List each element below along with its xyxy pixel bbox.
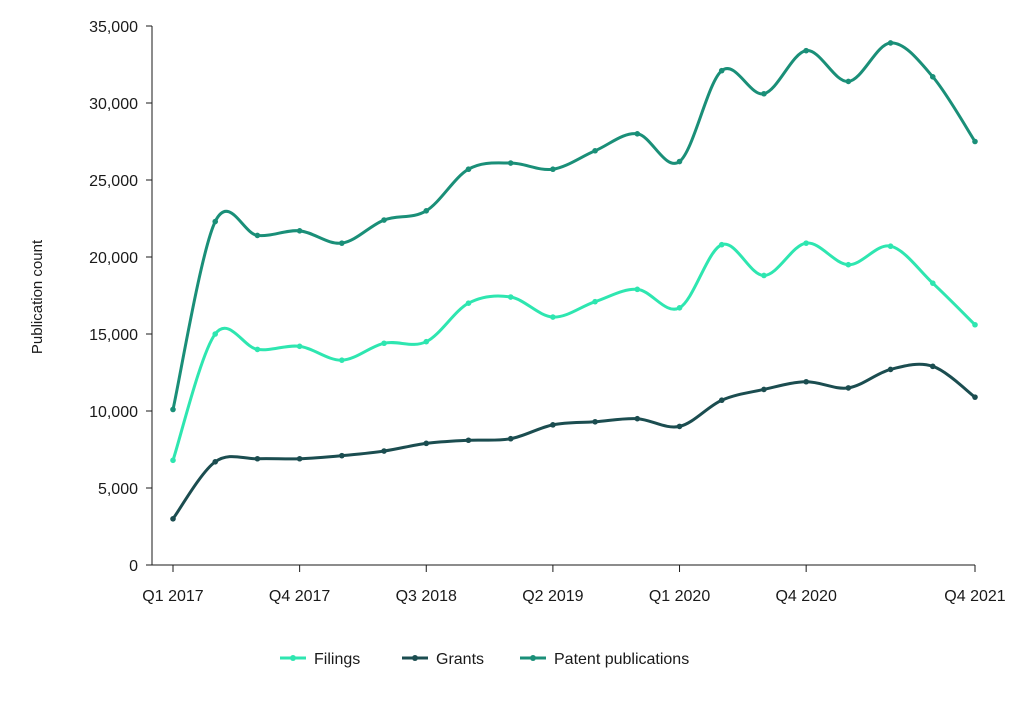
data-point — [296, 343, 303, 350]
data-point — [381, 448, 387, 454]
data-point — [972, 138, 978, 145]
data-point — [761, 90, 767, 97]
legend-label: Grants — [436, 651, 484, 668]
data-point — [550, 314, 556, 320]
data-point — [423, 440, 430, 447]
y-tick-label: 15,000 — [89, 327, 138, 344]
data-point — [634, 131, 641, 137]
data-point — [845, 385, 852, 391]
data-point — [845, 78, 852, 85]
x-tick-label: Q1 2020 — [649, 588, 710, 605]
data-point — [550, 422, 556, 428]
data-point — [423, 338, 430, 345]
data-point — [803, 47, 809, 54]
data-point — [592, 418, 598, 425]
series-line-patent-publications — [171, 41, 977, 411]
data-point — [212, 331, 219, 337]
data-point — [339, 357, 345, 363]
data-point — [761, 272, 767, 279]
x-tick-label: Q2 2019 — [522, 588, 583, 605]
data-point — [170, 516, 176, 522]
data-point — [507, 435, 514, 442]
data-point — [592, 147, 598, 154]
data-point — [465, 437, 472, 444]
series-line-filings — [171, 241, 977, 462]
data-point — [507, 294, 514, 300]
data-point — [929, 74, 936, 80]
legend-item-patent-publications: Patent publications — [520, 651, 689, 668]
legend-item-filings: Filings — [280, 651, 360, 668]
data-point — [803, 240, 809, 246]
series-filings — [170, 240, 978, 464]
data-point — [254, 455, 261, 462]
data-point — [676, 423, 683, 430]
legend: Filings Grants Patent publications — [280, 651, 689, 668]
data-point — [212, 459, 219, 465]
series-lines — [170, 40, 978, 522]
data-point — [803, 378, 809, 385]
legend-marker — [412, 655, 418, 661]
data-point — [170, 457, 176, 464]
data-point — [634, 415, 641, 422]
data-point — [972, 321, 978, 328]
x-tick-label: Q4 2017 — [269, 588, 330, 605]
x-tick-label: Q3 2018 — [396, 588, 457, 605]
x-tick-label: Q1 2017 — [142, 588, 203, 605]
y-tick-label: 10,000 — [89, 404, 138, 421]
x-tick-label: Q4 2020 — [775, 588, 836, 605]
series-grants — [170, 362, 978, 522]
x-axis: Q1 2017 Q4 2017 Q3 2018 Q2 2019 Q1 2020 Q4 20… — [142, 564, 1006, 605]
y-tick-label: 30,000 — [89, 96, 138, 113]
data-point — [929, 363, 936, 370]
data-point — [381, 340, 387, 347]
data-point — [592, 298, 598, 305]
x-tick-label: Q4 2021 — [944, 588, 1005, 605]
series-line-grants — [171, 362, 977, 521]
legend-item-grants: Grants — [402, 651, 484, 668]
data-point — [761, 386, 767, 393]
data-point — [296, 228, 303, 234]
y-tick-label: 25,000 — [89, 173, 138, 190]
data-point — [550, 166, 556, 173]
data-point — [718, 67, 725, 74]
data-point — [296, 455, 303, 462]
data-point — [339, 240, 345, 246]
data-point — [465, 300, 472, 307]
y-axis: 0 5,000 10,000 15,000 20,000 25,000 30,000 35,0… — [89, 19, 153, 575]
legend-label: Patent publications — [554, 651, 689, 668]
y-tick-label: 20,000 — [89, 250, 138, 267]
data-point — [845, 261, 852, 268]
data-point — [887, 40, 894, 46]
data-point — [339, 452, 345, 459]
data-point — [718, 397, 725, 404]
data-point — [170, 406, 176, 413]
data-point — [254, 232, 261, 239]
data-point — [972, 394, 978, 400]
series-patent-publications — [170, 40, 978, 413]
y-tick-label: 5,000 — [98, 481, 138, 498]
data-point — [423, 208, 430, 214]
data-point — [887, 366, 894, 373]
data-point — [212, 218, 219, 225]
y-tick-label: 0 — [129, 558, 138, 575]
data-point — [381, 217, 387, 223]
data-point — [718, 241, 725, 248]
data-point — [254, 346, 261, 353]
data-point — [676, 158, 683, 165]
data-point — [929, 280, 936, 286]
data-point — [507, 160, 514, 166]
legend-label: Filings — [314, 651, 360, 668]
y-tick-label: 35,000 — [89, 19, 138, 36]
legend-marker — [290, 655, 296, 661]
data-point — [676, 305, 683, 311]
y-axis-title: Publication count — [29, 239, 46, 354]
data-point — [465, 166, 472, 173]
legend-marker — [530, 655, 536, 661]
data-point — [887, 243, 894, 250]
data-point — [634, 286, 641, 293]
